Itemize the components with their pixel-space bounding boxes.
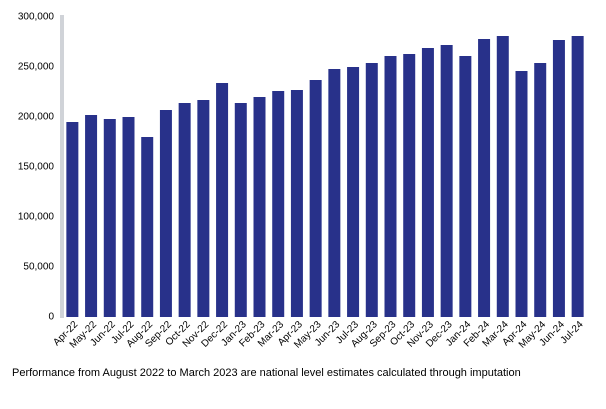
bar bbox=[365, 63, 378, 317]
bar bbox=[85, 115, 98, 317]
bar bbox=[122, 117, 135, 317]
bar bbox=[515, 71, 528, 317]
y-axis-line bbox=[60, 15, 64, 318]
y-tick-label: 250,000 bbox=[18, 62, 55, 73]
bar bbox=[534, 63, 547, 317]
bar bbox=[421, 48, 434, 317]
bar bbox=[571, 36, 584, 317]
bar bbox=[197, 100, 210, 317]
y-tick-label: 300,000 bbox=[18, 12, 55, 23]
y-tick-label: 200,000 bbox=[18, 112, 55, 123]
bar bbox=[328, 69, 341, 317]
bar bbox=[216, 83, 229, 317]
bar bbox=[384, 56, 397, 317]
bar bbox=[141, 137, 154, 317]
bar bbox=[290, 90, 303, 317]
bar bbox=[234, 103, 247, 317]
bar bbox=[552, 40, 565, 317]
bar bbox=[347, 67, 360, 317]
bar bbox=[478, 39, 491, 317]
bar bbox=[403, 54, 416, 317]
bar bbox=[496, 36, 509, 317]
bar bbox=[272, 91, 285, 317]
y-tick-label: 150,000 bbox=[18, 162, 55, 173]
bar bbox=[103, 119, 116, 317]
bar bbox=[253, 97, 266, 317]
bar bbox=[459, 56, 472, 317]
bar bbox=[159, 110, 172, 317]
bar bbox=[440, 45, 453, 317]
bar bbox=[66, 122, 79, 317]
bar bbox=[309, 80, 322, 317]
annotation: Performance from August 2022 to March 20… bbox=[12, 367, 521, 379]
y-tick-label: 100,000 bbox=[18, 212, 55, 223]
y-tick-label: 0 bbox=[48, 312, 54, 323]
bar bbox=[178, 103, 191, 317]
y-tick-label: 50,000 bbox=[23, 262, 54, 273]
